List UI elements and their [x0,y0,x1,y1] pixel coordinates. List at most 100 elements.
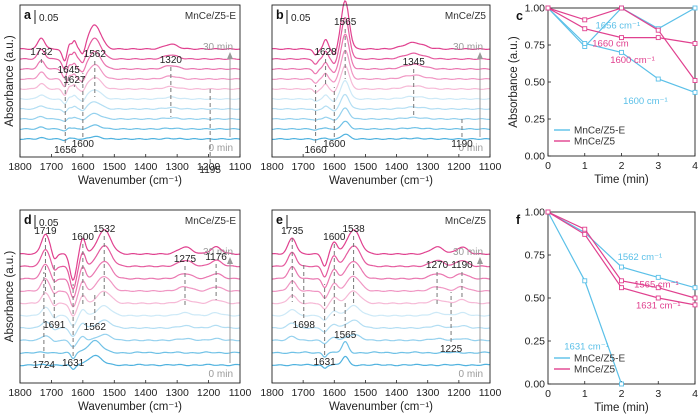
x-axis-label: Wavenumber (cm⁻¹) [78,401,182,413]
spectrum-line [271,275,490,299]
time-end-label: 30 min [203,42,233,53]
spectrum-line [271,290,490,310]
spectrum-line [271,0,490,56]
scale-bar-label: 0.05 [39,218,59,229]
spectrum-line [19,275,240,308]
spectrum-line [19,354,240,370]
spectrum-line [19,89,240,105]
series-peak-label: 1562 cm⁻¹ [618,252,663,263]
sample-label: MnCe/Z5 [445,11,487,22]
data-point [545,5,551,11]
y-tick-label: 0.75 [525,40,546,52]
data-point [582,26,588,32]
x-tick-label: 1500 [354,387,378,399]
spectrum-line [19,333,240,348]
peak-label: 1195 [199,165,221,176]
x-tick-label: 1400 [385,161,409,173]
x-tick-label: 1800 [260,387,284,399]
spectrum-line [19,260,240,299]
peak-label: 1660 [304,145,327,156]
x-tick-label: 1200 [197,161,221,173]
time-start-label: 0 min [209,143,233,154]
arrow-head-icon [227,257,233,264]
spectrum-line [271,107,490,121]
spectrum-line [271,340,490,358]
sample-label: MnCe/Z5-E [185,11,236,22]
spectrum-line [19,319,240,338]
series-peak-label: 1631 cm⁻¹ [636,300,681,311]
panel-label: a [24,8,32,22]
data-point [655,27,661,33]
spectrum-line [20,339,240,360]
peak-label: 1656 [54,145,77,156]
y-tick-label: 1.00 [525,3,546,15]
plot-frame [19,209,241,384]
arrow-head-icon [477,257,483,264]
data-point [619,264,624,270]
x-axis-label: Time (min) [594,174,649,186]
x-tick-label: 1500 [354,161,378,173]
y-tick-label: 0.75 [525,250,546,262]
x-tick-label: 1100 [229,161,252,173]
plot-frame [19,4,241,158]
spectrum-line [271,229,490,267]
x-tick-label: 4 [692,160,698,172]
data-point [582,17,588,23]
peak-label: 1345 [403,57,426,68]
legend-label: MnCe/Z5 [574,365,616,376]
peak-label: 1691 [43,320,66,331]
y-tick-label: 0.00 [525,379,546,391]
y-axis-label: Absorbance (a.u.) [4,251,16,343]
x-tick-label: 1100 [229,387,252,399]
panel-d: 1800 1700 1600 1500 1400 1300 1200 1100 Wavenumb… [4,209,252,413]
data-point [692,78,698,83]
x-tick-label: 1800 [8,161,32,173]
x-tick-label: 1300 [165,161,189,173]
series-peak-label: 1565 cm⁻¹ [634,280,679,291]
spectrum-line [271,319,490,333]
spectrum-line [271,245,490,278]
spectrum-line [19,290,240,317]
peak-label: 1565 [334,330,357,341]
spectrum-line [19,37,240,70]
data-point [619,35,624,41]
x-axis-label: Wavenumber (cm⁻¹) [329,175,433,187]
x-tick-label: 1300 [165,387,189,399]
spectrum-line [271,79,490,103]
peak-label: 1631 [62,358,85,369]
peak-label: 1698 [293,320,316,331]
time-start-label: 0 min [209,369,233,380]
time-start-label: 0 min [459,369,483,380]
peak-label: 1724 [33,360,56,371]
data-point [582,231,588,237]
time-end-label: 30 min [203,247,233,258]
spectrum-line [271,93,490,112]
x-tick-label: 1600 [323,387,347,399]
peak-label: 1562 [84,322,107,333]
x-tick-label: 1200 [447,387,471,399]
arrow-head-icon [227,52,233,59]
x-tick-label: 1300 [416,387,440,399]
spectrum-line [19,135,240,142]
panel-c: 0 1 2 3 4 0.00 0.25 0.50 0.75 1.00 Time (min) Absor… [508,3,698,187]
peak-label: 1190 [451,139,473,150]
data-point [692,295,698,301]
data-point [545,209,551,215]
spectrum-line [19,101,240,113]
x-tick-label: 0 [545,388,551,400]
data-point [692,41,698,46]
x-tick-label: 1100 [479,387,502,399]
data-point [655,76,661,82]
peak-label: 1735 [281,226,304,237]
peak-label: 1565 [334,17,357,28]
x-tick-label: 1400 [385,387,409,399]
spectrum-line [271,16,490,65]
spectrum-line [19,244,240,290]
data-point [619,49,624,55]
x-tick-label: 1 [582,160,588,172]
data-point [619,278,624,284]
x-tick-label: 1600 [71,387,95,399]
spectrum-line [272,33,490,75]
spectrum-line [271,355,490,369]
